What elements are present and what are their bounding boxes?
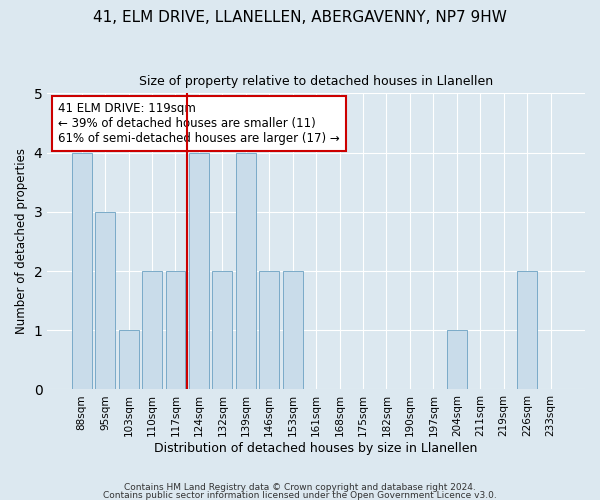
- X-axis label: Distribution of detached houses by size in Llanellen: Distribution of detached houses by size …: [154, 442, 478, 455]
- Bar: [447, 330, 467, 390]
- Bar: [119, 330, 139, 390]
- Bar: [166, 271, 185, 390]
- Bar: [189, 152, 209, 390]
- Text: Contains public sector information licensed under the Open Government Licence v3: Contains public sector information licen…: [103, 490, 497, 500]
- Text: Contains HM Land Registry data © Crown copyright and database right 2024.: Contains HM Land Registry data © Crown c…: [124, 484, 476, 492]
- Bar: [212, 271, 232, 390]
- Bar: [95, 212, 115, 390]
- Text: 41 ELM DRIVE: 119sqm
← 39% of detached houses are smaller (11)
61% of semi-detac: 41 ELM DRIVE: 119sqm ← 39% of detached h…: [58, 102, 340, 145]
- Bar: [236, 152, 256, 390]
- Bar: [72, 152, 92, 390]
- Bar: [283, 271, 302, 390]
- Bar: [259, 271, 279, 390]
- Text: 41, ELM DRIVE, LLANELLEN, ABERGAVENNY, NP7 9HW: 41, ELM DRIVE, LLANELLEN, ABERGAVENNY, N…: [93, 10, 507, 25]
- Title: Size of property relative to detached houses in Llanellen: Size of property relative to detached ho…: [139, 75, 493, 88]
- Y-axis label: Number of detached properties: Number of detached properties: [15, 148, 28, 334]
- Bar: [142, 271, 162, 390]
- Bar: [517, 271, 537, 390]
